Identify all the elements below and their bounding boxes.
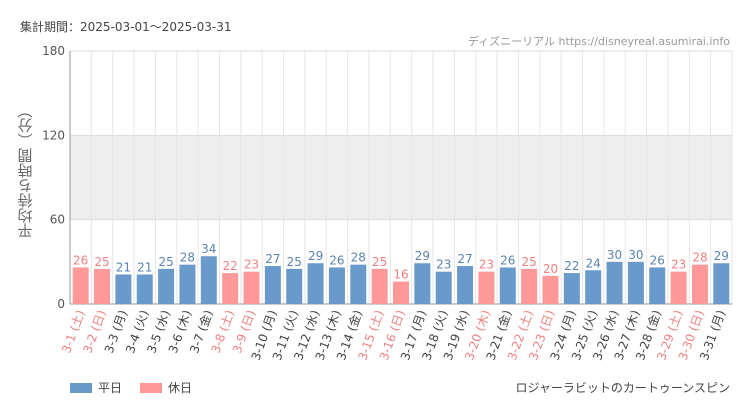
bar	[542, 275, 559, 304]
bar	[200, 256, 217, 304]
data-label: 21	[137, 260, 152, 274]
bar	[371, 268, 388, 304]
data-label: 23	[244, 258, 259, 272]
data-label: 22	[223, 259, 238, 273]
data-label: 22	[564, 259, 579, 273]
bar	[264, 266, 281, 304]
bar	[222, 273, 239, 304]
data-label: 25	[521, 255, 536, 269]
data-label: 23	[479, 258, 494, 272]
data-label: 25	[287, 255, 302, 269]
attraction-name: ロジャーラビットのカートゥーンスピン	[515, 381, 730, 395]
bar	[649, 267, 666, 304]
data-label: 29	[415, 249, 430, 263]
data-label: 21	[116, 260, 131, 274]
bar	[286, 268, 303, 304]
legend: 平日 休日	[70, 379, 192, 396]
data-label: 25	[372, 255, 387, 269]
site-credit: ディズニーリアル https://disneyreal.asumirai.inf…	[467, 35, 730, 48]
data-label: 30	[607, 248, 622, 262]
data-label: 27	[457, 252, 472, 266]
data-label: 25	[158, 255, 173, 269]
bar	[499, 267, 516, 304]
data-label: 28	[180, 251, 195, 265]
bar	[393, 281, 409, 304]
legend-swatch-holiday	[140, 382, 163, 393]
data-label: 34	[201, 242, 216, 256]
bar	[457, 266, 474, 304]
bar	[606, 261, 623, 304]
y-tick-label: 0	[57, 297, 65, 311]
data-label: 25	[94, 255, 109, 269]
bar	[350, 264, 367, 304]
data-label: 24	[586, 256, 601, 270]
legend-label-weekday: 平日	[98, 381, 123, 395]
data-label: 29	[714, 249, 729, 263]
bar	[563, 273, 580, 304]
data-label: 28	[351, 251, 366, 265]
data-label: 29	[308, 249, 323, 263]
data-label: 23	[436, 258, 451, 272]
data-label: 23	[671, 258, 686, 272]
data-label: 26	[73, 253, 88, 267]
bar	[627, 261, 644, 304]
bar	[115, 274, 132, 304]
data-label: 28	[692, 251, 707, 265]
data-label: 20	[543, 262, 558, 276]
bar	[435, 271, 452, 304]
bar	[670, 271, 687, 304]
data-label: 26	[650, 253, 665, 267]
bar	[414, 263, 431, 304]
bar	[158, 268, 175, 304]
legend-item-holiday[interactable]: 休日	[140, 379, 192, 396]
y-band	[70, 135, 732, 220]
legend-item-weekday[interactable]: 平日	[70, 379, 122, 396]
data-label: 30	[628, 248, 643, 262]
bar	[307, 263, 324, 304]
data-label: 26	[329, 253, 344, 267]
legend-swatch-weekday	[70, 382, 92, 393]
bar	[94, 268, 111, 304]
bar	[136, 274, 153, 304]
bar	[72, 267, 89, 304]
bar	[243, 271, 260, 304]
bar	[713, 263, 730, 304]
data-label: 16	[393, 268, 408, 282]
y-tick-label: 60	[50, 213, 65, 227]
y-tick-label: 120	[42, 128, 65, 142]
data-label: 26	[500, 253, 515, 267]
y-tick-label: 180	[42, 44, 65, 58]
data-label: 27	[265, 252, 280, 266]
bar	[179, 264, 196, 304]
bar	[478, 271, 495, 304]
bar	[691, 264, 708, 304]
period-label: 集計期間：2025-03-01～2025-03-31	[20, 20, 232, 34]
legend-label-holiday: 休日	[168, 381, 193, 395]
bar	[521, 268, 538, 304]
bar	[328, 267, 345, 304]
bar	[585, 270, 602, 304]
